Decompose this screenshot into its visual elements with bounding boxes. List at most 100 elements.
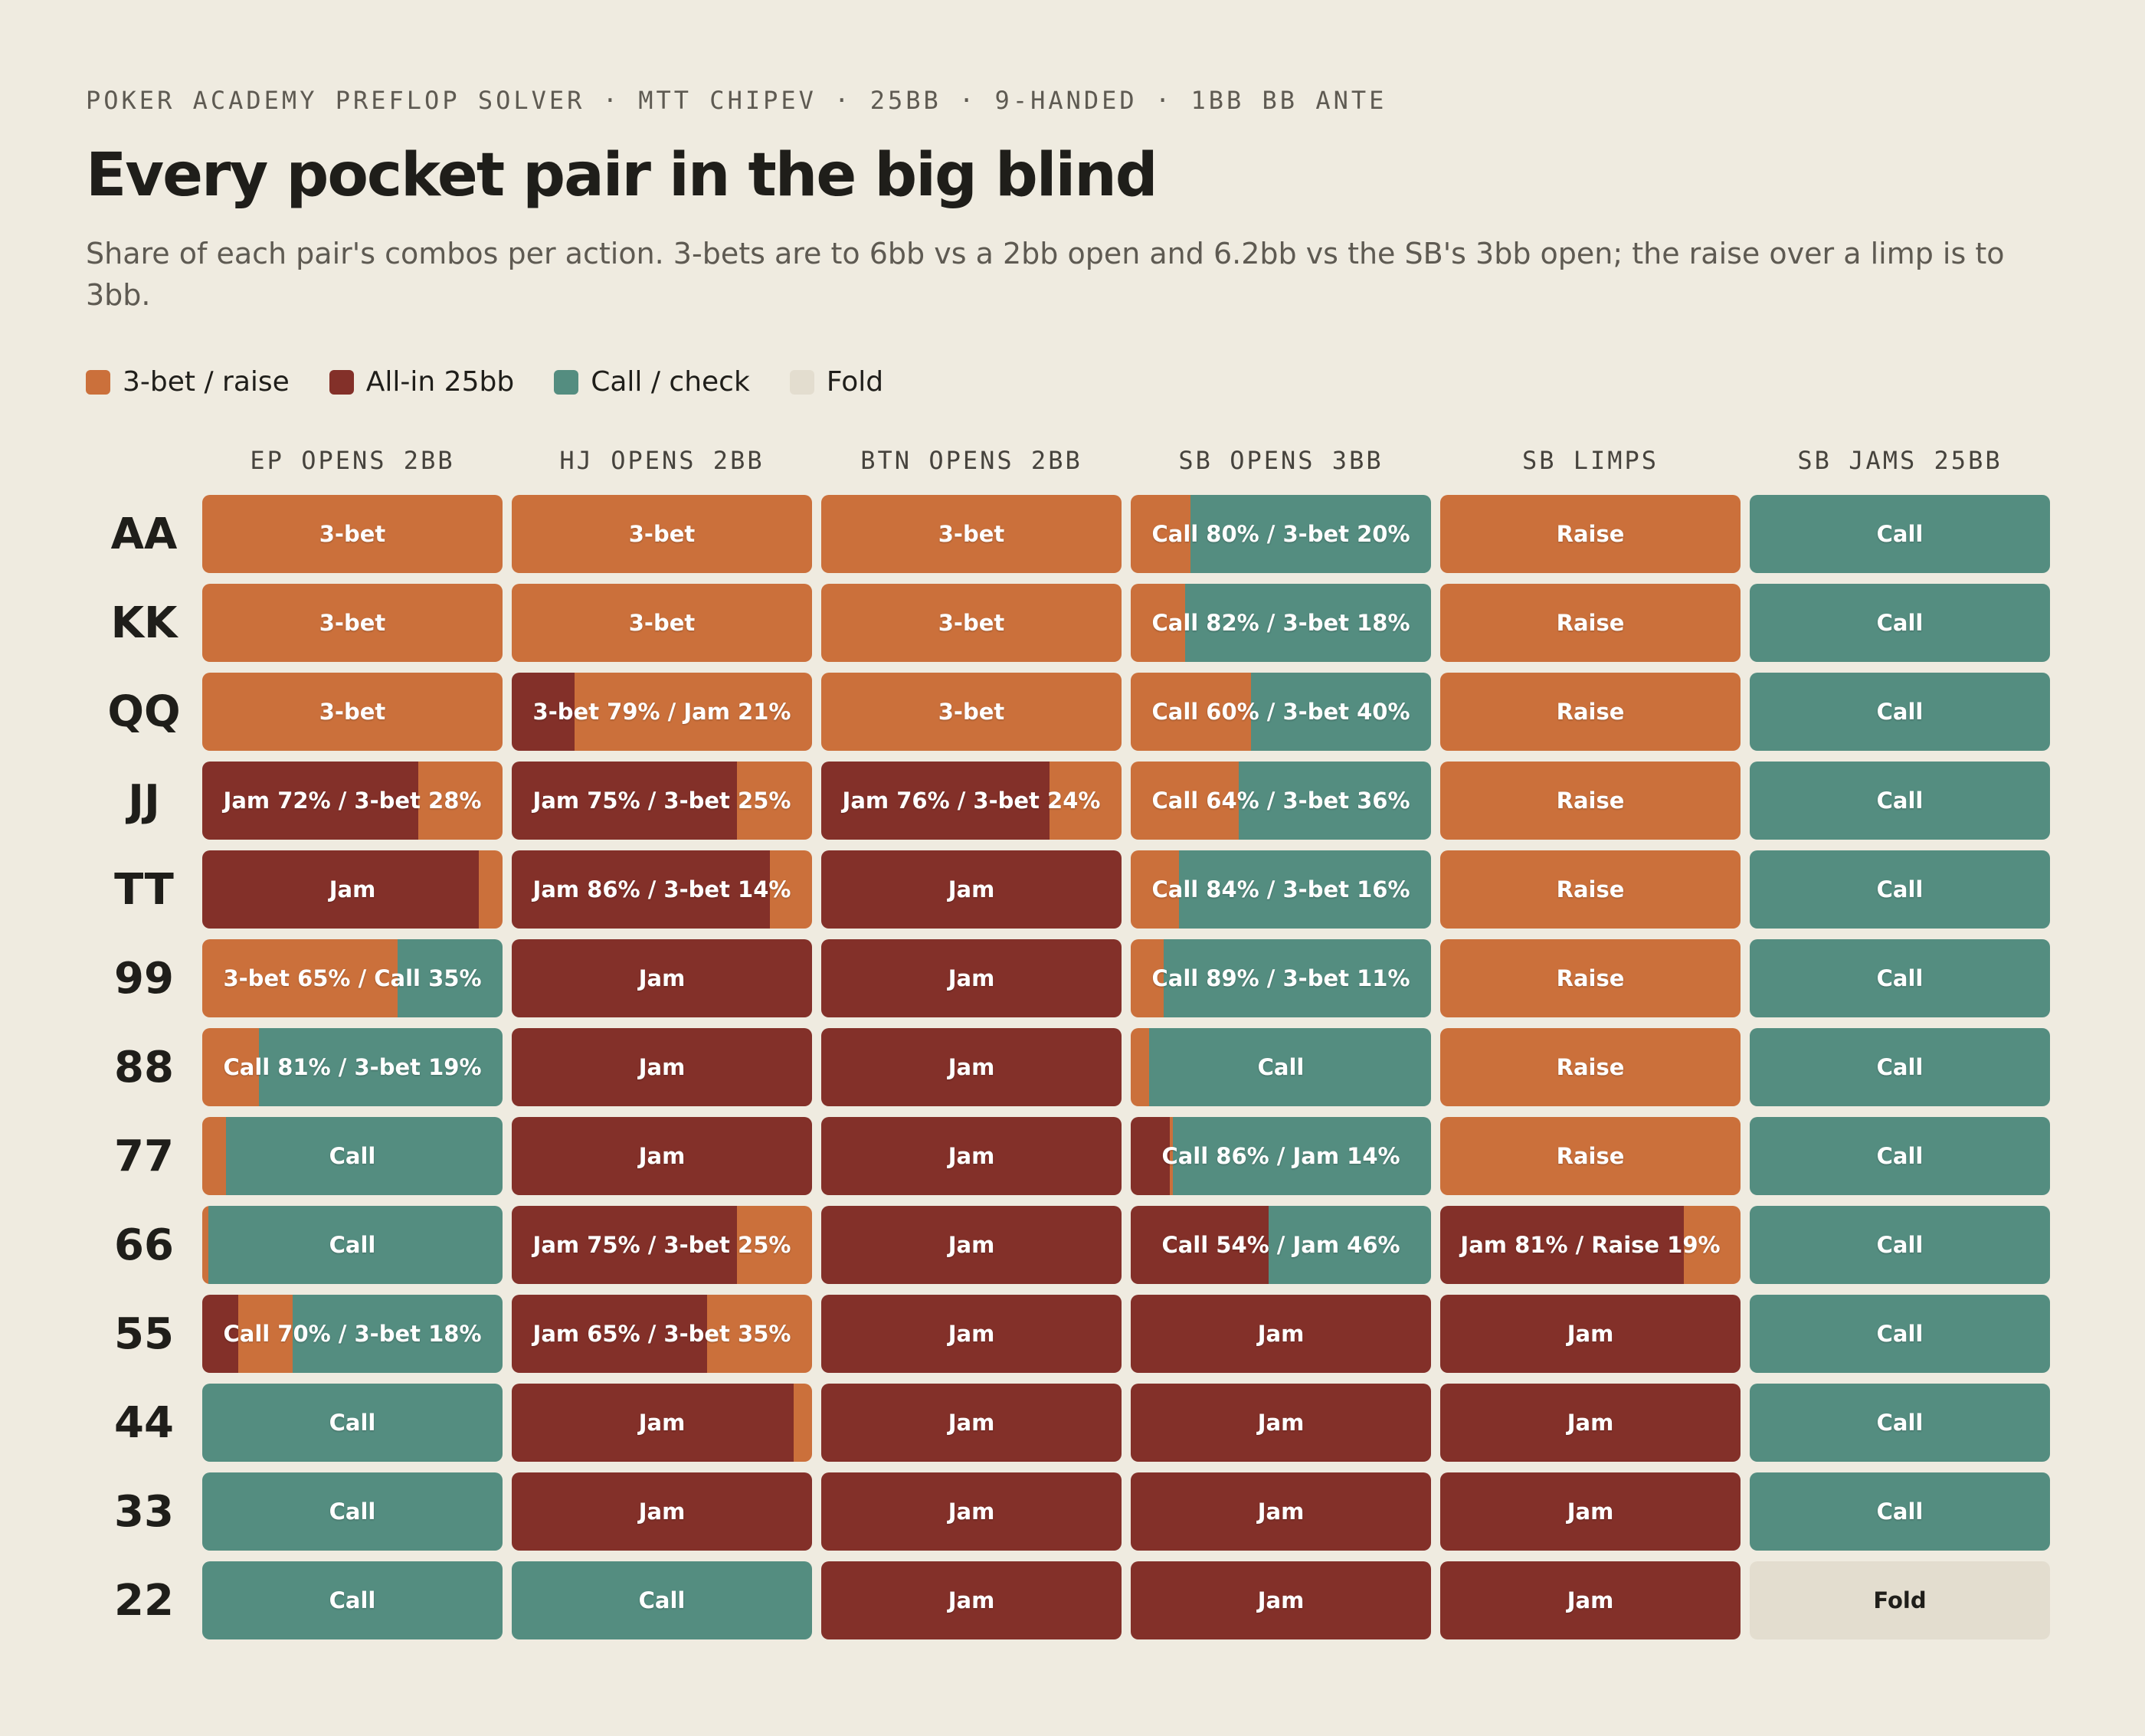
cell-label: Call 82% / 3-bet 18% xyxy=(1151,610,1410,636)
strategy-cell: Raise xyxy=(1440,584,1741,662)
segment-raise xyxy=(418,762,503,840)
cell-label: Raise xyxy=(1556,876,1625,902)
strategy-cell: Jam xyxy=(512,939,812,1017)
cell-label: Call xyxy=(1876,699,1924,725)
strategy-cell: Jam xyxy=(1131,1295,1431,1373)
segment-call xyxy=(1184,584,1431,662)
strategy-cell: Call xyxy=(1131,1028,1431,1106)
legend-item-call: Call / check xyxy=(554,366,750,398)
cell-label: 3-bet xyxy=(319,610,386,636)
cell-label: Call 80% / 3-bet 20% xyxy=(1151,521,1410,547)
row-label-99: 99 xyxy=(114,953,174,1004)
cell-label: Jam 75% / 3-bet 25% xyxy=(532,1232,791,1258)
strategy-cell: 3-bet xyxy=(821,584,1122,662)
segment-raise xyxy=(202,584,503,662)
cell-label: Jam xyxy=(1257,1499,1305,1525)
strategy-cell: Jam 81% / Raise 19% xyxy=(1440,1206,1741,1284)
strategy-cell: Jam xyxy=(1440,1384,1741,1462)
strategy-cell: Call xyxy=(1750,1472,2050,1551)
strategy-cell: Jam xyxy=(512,1472,812,1551)
row-label-66: 66 xyxy=(114,1220,174,1270)
strategy-cell: 3-bet xyxy=(202,673,503,751)
cell-label: Jam xyxy=(638,1499,686,1525)
segment-jam xyxy=(1131,1295,1431,1373)
strategy-cell: Fold xyxy=(1750,1561,2050,1639)
segment-jam xyxy=(202,1295,239,1373)
segment-jam xyxy=(512,1206,737,1284)
column-header: SB JAMS 25BB xyxy=(1797,446,2003,475)
cell-label: Jam xyxy=(1257,1587,1305,1613)
strategy-cell: Jam xyxy=(512,1117,812,1195)
strategy-cell: Call xyxy=(1750,1295,2050,1373)
strategy-cell: Call xyxy=(202,1384,503,1462)
segment-call xyxy=(202,1561,503,1639)
cell-label: Jam xyxy=(948,1410,995,1436)
strategy-cell: Call 60% / 3-bet 40% xyxy=(1131,673,1431,751)
strategy-cell: Jam 86% / 3-bet 14% xyxy=(512,850,812,929)
segment-jam xyxy=(821,1295,1122,1373)
strategy-cell: Jam 76% / 3-bet 24% xyxy=(821,762,1122,840)
strategy-cell: Raise xyxy=(1440,762,1741,840)
cell-label: Jam xyxy=(948,1321,995,1347)
strategy-cell: Raise xyxy=(1440,673,1741,751)
segment-call xyxy=(1269,1206,1431,1284)
segment-raise xyxy=(202,673,503,751)
segment-jam xyxy=(512,1472,812,1551)
segment-raise xyxy=(1440,850,1741,929)
cell-label: Raise xyxy=(1556,1054,1625,1080)
cell-label: Call xyxy=(1876,1232,1924,1258)
segment-raise xyxy=(575,673,812,751)
legend-label-call: Call / check xyxy=(591,366,750,398)
cell-label: Fold xyxy=(1873,1587,1927,1613)
segment-raise xyxy=(1169,1117,1173,1195)
cell-label: Call 86% / Jam 14% xyxy=(1161,1143,1400,1169)
segment-raise xyxy=(202,1117,227,1195)
segment-jam xyxy=(821,850,1122,929)
segment-jam xyxy=(512,1028,812,1106)
strategy-cell: 3-bet xyxy=(821,673,1122,751)
segment-call xyxy=(397,939,503,1017)
cell-label: Call 70% / 3-bet 18% xyxy=(223,1321,482,1347)
strategy-cell: Call 64% / 3-bet 36% xyxy=(1131,762,1431,840)
segment-raise xyxy=(821,495,1122,573)
segment-raise xyxy=(1131,495,1191,573)
cell-label: Call xyxy=(329,1410,376,1436)
segment-call xyxy=(1750,850,2050,929)
segment-call xyxy=(1148,1028,1431,1106)
segment-raise xyxy=(1131,1028,1149,1106)
cell-label: Raise xyxy=(1556,965,1625,991)
cell-label: 3-bet xyxy=(628,610,696,636)
segment-jam xyxy=(1131,1117,1170,1195)
strategy-cell: Call 70% / 3-bet 18% xyxy=(202,1295,503,1373)
segment-call xyxy=(292,1295,503,1373)
cell-label: 3-bet xyxy=(938,521,1005,547)
cell-label: Jam xyxy=(948,1499,995,1525)
strategy-cell: Jam xyxy=(821,1028,1122,1106)
strategy-cell: Call xyxy=(1750,939,2050,1017)
row-label-jj: JJ xyxy=(128,775,160,826)
segment-call xyxy=(1164,939,1431,1017)
legend-item-fold: Fold xyxy=(789,366,883,398)
segment-call xyxy=(1750,1117,2050,1195)
cell-label: Jam xyxy=(1567,1410,1614,1436)
segment-raise xyxy=(1131,584,1185,662)
row-label-88: 88 xyxy=(114,1042,174,1092)
segment-raise xyxy=(737,762,812,840)
strategy-cell: Call xyxy=(1750,1117,2050,1195)
strategy-cell: Raise xyxy=(1440,495,1741,573)
segment-raise xyxy=(706,1295,812,1373)
cell-label: Jam xyxy=(638,965,686,991)
strategy-cell: Call 81% / 3-bet 19% xyxy=(202,1028,503,1106)
segment-jam xyxy=(1131,1206,1269,1284)
segment-jam xyxy=(512,1117,812,1195)
cell-label: Raise xyxy=(1556,788,1625,814)
strategy-cell: Call 80% / 3-bet 20% xyxy=(1131,495,1431,573)
row-label-77: 77 xyxy=(114,1131,174,1181)
strategy-cell: Jam xyxy=(821,1206,1122,1284)
strategy-cell: Jam xyxy=(821,1384,1122,1462)
segment-raise xyxy=(1440,673,1741,751)
strategy-cell: Jam 75% / 3-bet 25% xyxy=(512,762,812,840)
strategy-cell: Call xyxy=(1750,850,2050,929)
segment-jam xyxy=(821,1472,1122,1551)
strategy-cell: Call xyxy=(512,1561,812,1639)
